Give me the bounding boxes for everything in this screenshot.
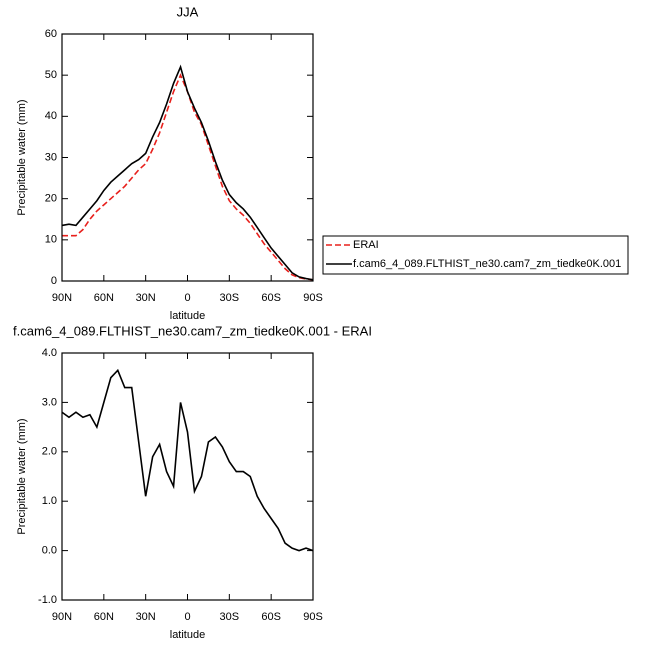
legend-label: f.cam6_4_089.FLTHIST_ne30.cam7_zm_tiedke… (353, 258, 621, 270)
x-tick-label: 90S (303, 292, 323, 304)
y-tick-label: 10 (45, 234, 57, 246)
legend-box (322, 235, 629, 275)
x-tick-label: 90N (52, 292, 72, 304)
y-tick-label: 40 (45, 110, 57, 122)
y-axis-label: Precipitable water (mm) (16, 418, 28, 534)
y-tick-label: 4.0 (42, 347, 57, 359)
y-tick-label: 60 (45, 28, 57, 40)
data-line (61, 64, 314, 281)
chart-title: f.cam6_4_089.FLTHIST_ne30.cam7_zm_tiedke… (13, 323, 372, 338)
data-line (61, 368, 314, 552)
x-axis-label: latitude (170, 629, 205, 641)
x-tick-label: 90S (303, 611, 323, 623)
x-tick-label: 30S (220, 292, 240, 304)
x-tick-label: 60N (94, 611, 114, 623)
x-axis-label: latitude (170, 310, 205, 322)
y-tick-label: 1.0 (42, 495, 57, 507)
y-tick-label: 0.0 (42, 545, 57, 557)
chart-title: JJA (177, 4, 199, 19)
y-tick-label: 2.0 (42, 446, 57, 458)
x-tick-label: 60S (261, 292, 281, 304)
y-tick-label: 0 (51, 275, 57, 287)
y-tick-label: 30 (45, 151, 57, 163)
plot-frame (61, 33, 314, 282)
legend-label: ERAI (353, 239, 379, 251)
x-tick-label: 0 (184, 611, 190, 623)
x-tick-label: 30S (220, 611, 240, 623)
x-tick-label: 60S (261, 611, 281, 623)
x-tick-label: 30N (136, 292, 156, 304)
plot-frame (61, 352, 314, 601)
y-tick-label: -1.0 (38, 594, 57, 606)
x-tick-label: 90N (52, 611, 72, 623)
x-tick-label: 0 (184, 292, 190, 304)
y-tick-label: 50 (45, 69, 57, 81)
x-tick-label: 60N (94, 292, 114, 304)
x-tick-label: 30N (136, 611, 156, 623)
data-line (62, 73, 314, 281)
y-tick-label: 3.0 (42, 396, 57, 408)
y-tick-label: 20 (45, 193, 57, 205)
y-axis-label: Precipitable water (mm) (16, 99, 28, 215)
